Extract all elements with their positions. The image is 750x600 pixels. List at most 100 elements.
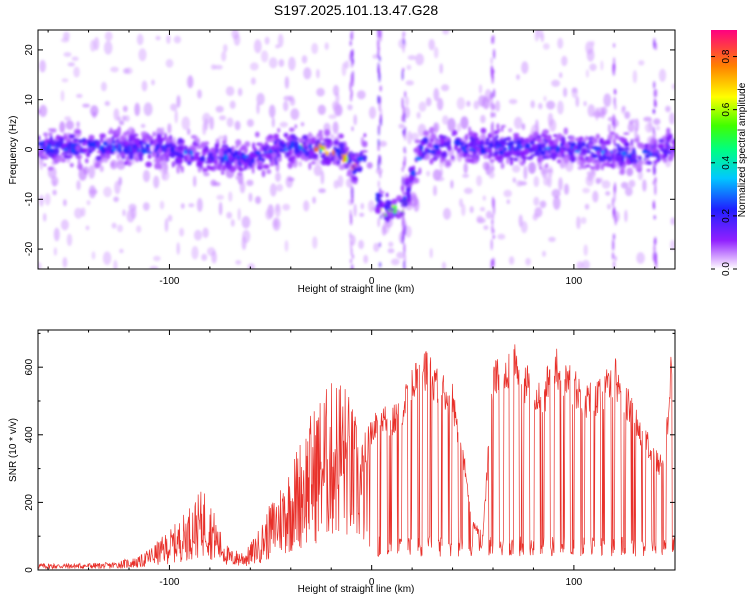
heatmap-cell — [359, 212, 365, 217]
heatmap-cell — [548, 119, 557, 132]
heatmap-cell — [569, 136, 575, 143]
heatmap-cell — [110, 149, 114, 153]
heatmap-cell — [235, 139, 242, 147]
heatmap-cell — [575, 96, 580, 108]
heatmap-y-axis: -20 -10 0 10 20 — [24, 44, 675, 256]
heatmap-cell — [557, 100, 564, 115]
heatmap-cell — [202, 112, 211, 125]
heatmap-cell — [603, 140, 611, 146]
heatmap-cell — [652, 200, 656, 209]
heatmap-cell — [152, 131, 156, 137]
heatmap-cell — [401, 214, 405, 227]
heatmap-cell — [350, 91, 353, 99]
heatmap-cell — [596, 164, 601, 170]
heatmap-cell — [612, 120, 615, 126]
heatmap-cell — [671, 140, 675, 145]
heatmap-cell — [513, 116, 523, 130]
heatmap-cell — [662, 154, 666, 159]
heatmap-cell — [287, 157, 294, 162]
heatmap-cell — [344, 155, 349, 163]
heatmap-cell — [73, 66, 80, 78]
heatmap-cell — [564, 157, 569, 164]
colorbar-tick-label: 0.8 — [721, 49, 732, 63]
heatmap-cell — [638, 60, 645, 66]
heatmap-cell — [496, 128, 501, 133]
heatmap-cell — [338, 133, 344, 139]
heatmap-cell — [462, 152, 467, 158]
colorbar-tick-label: 0.2 — [721, 209, 732, 223]
heatmap-cell — [290, 134, 296, 139]
heatmap-cell — [415, 53, 424, 66]
heatmap-cell — [247, 263, 255, 269]
heatmap-cell — [43, 213, 47, 222]
heatmap-cell — [578, 156, 584, 161]
heatmap-cell — [452, 129, 458, 136]
heatmap-cell — [140, 123, 146, 128]
heatmap-cell — [257, 154, 263, 157]
heatmap-cell — [614, 103, 617, 110]
heatmap-cell — [620, 147, 625, 152]
heatmap-cell — [557, 37, 564, 49]
heatmap-cell — [510, 144, 515, 151]
heatmap-cell — [265, 208, 273, 220]
heatmap-cell — [428, 127, 435, 134]
heatmap-cell — [66, 233, 73, 247]
heatmap-cell — [187, 128, 191, 136]
heatmap-cell — [64, 116, 72, 121]
heatmap-cell — [351, 194, 354, 204]
heatmap-cell — [287, 161, 293, 169]
heatmap-cell — [342, 155, 346, 163]
heatmap-cell — [660, 148, 666, 152]
heatmap-cell — [654, 159, 658, 166]
heatmap-cell — [648, 118, 653, 132]
heatmap-cell — [164, 218, 169, 233]
heatmap-cell — [435, 154, 439, 158]
heatmap-cell — [619, 168, 625, 175]
heatmap-cell — [260, 50, 269, 63]
x-tick-label: 0 — [369, 577, 375, 588]
heatmap-cell — [131, 128, 135, 135]
heatmap-cell — [174, 147, 178, 152]
heatmap-cell — [654, 142, 657, 152]
heatmap-cell — [114, 129, 120, 135]
heatmap-cell — [273, 133, 279, 139]
heatmap-cell — [503, 189, 512, 198]
heatmap-cell — [377, 30, 380, 40]
heatmap-cell — [402, 160, 406, 166]
heatmap-cell — [68, 134, 75, 139]
heatmap-cell — [265, 153, 272, 160]
heatmap-cell — [238, 167, 244, 172]
heatmap-x-label: Height of straight line (km) — [298, 284, 415, 295]
heatmap-cell — [60, 219, 69, 231]
heatmap-cell — [226, 117, 234, 128]
heatmap-cell — [613, 96, 616, 106]
heatmap-cell — [570, 141, 576, 147]
heatmap-cell — [66, 143, 72, 150]
heatmap-cell — [585, 69, 589, 78]
heatmap-cell — [188, 203, 195, 208]
heatmap-cell — [76, 121, 80, 128]
heatmap-cell — [583, 101, 587, 107]
heatmap-cell — [503, 151, 511, 158]
heatmap-cell — [218, 201, 223, 216]
heatmap-cell — [468, 148, 475, 152]
heatmap-cell — [166, 136, 170, 144]
heatmap-cell — [439, 144, 444, 148]
heatmap-cell — [39, 194, 44, 207]
heatmap-cell — [516, 140, 523, 144]
heatmap-cell — [316, 68, 320, 79]
heatmap-cell — [643, 158, 646, 161]
heatmap-cell — [330, 134, 335, 139]
heatmap-cell — [447, 117, 456, 132]
heatmap-cell — [385, 192, 389, 198]
heatmap-cell — [542, 250, 546, 257]
heatmap-cell — [115, 143, 119, 148]
heatmap-cell — [612, 239, 615, 251]
heatmap-cell — [63, 199, 67, 207]
heatmap-cell — [485, 149, 493, 153]
heatmap-cell — [121, 115, 127, 122]
heatmap-cell — [100, 146, 104, 155]
heatmap-cell — [592, 136, 595, 143]
heatmap-cell — [211, 156, 215, 162]
heatmap-cell — [82, 103, 90, 108]
